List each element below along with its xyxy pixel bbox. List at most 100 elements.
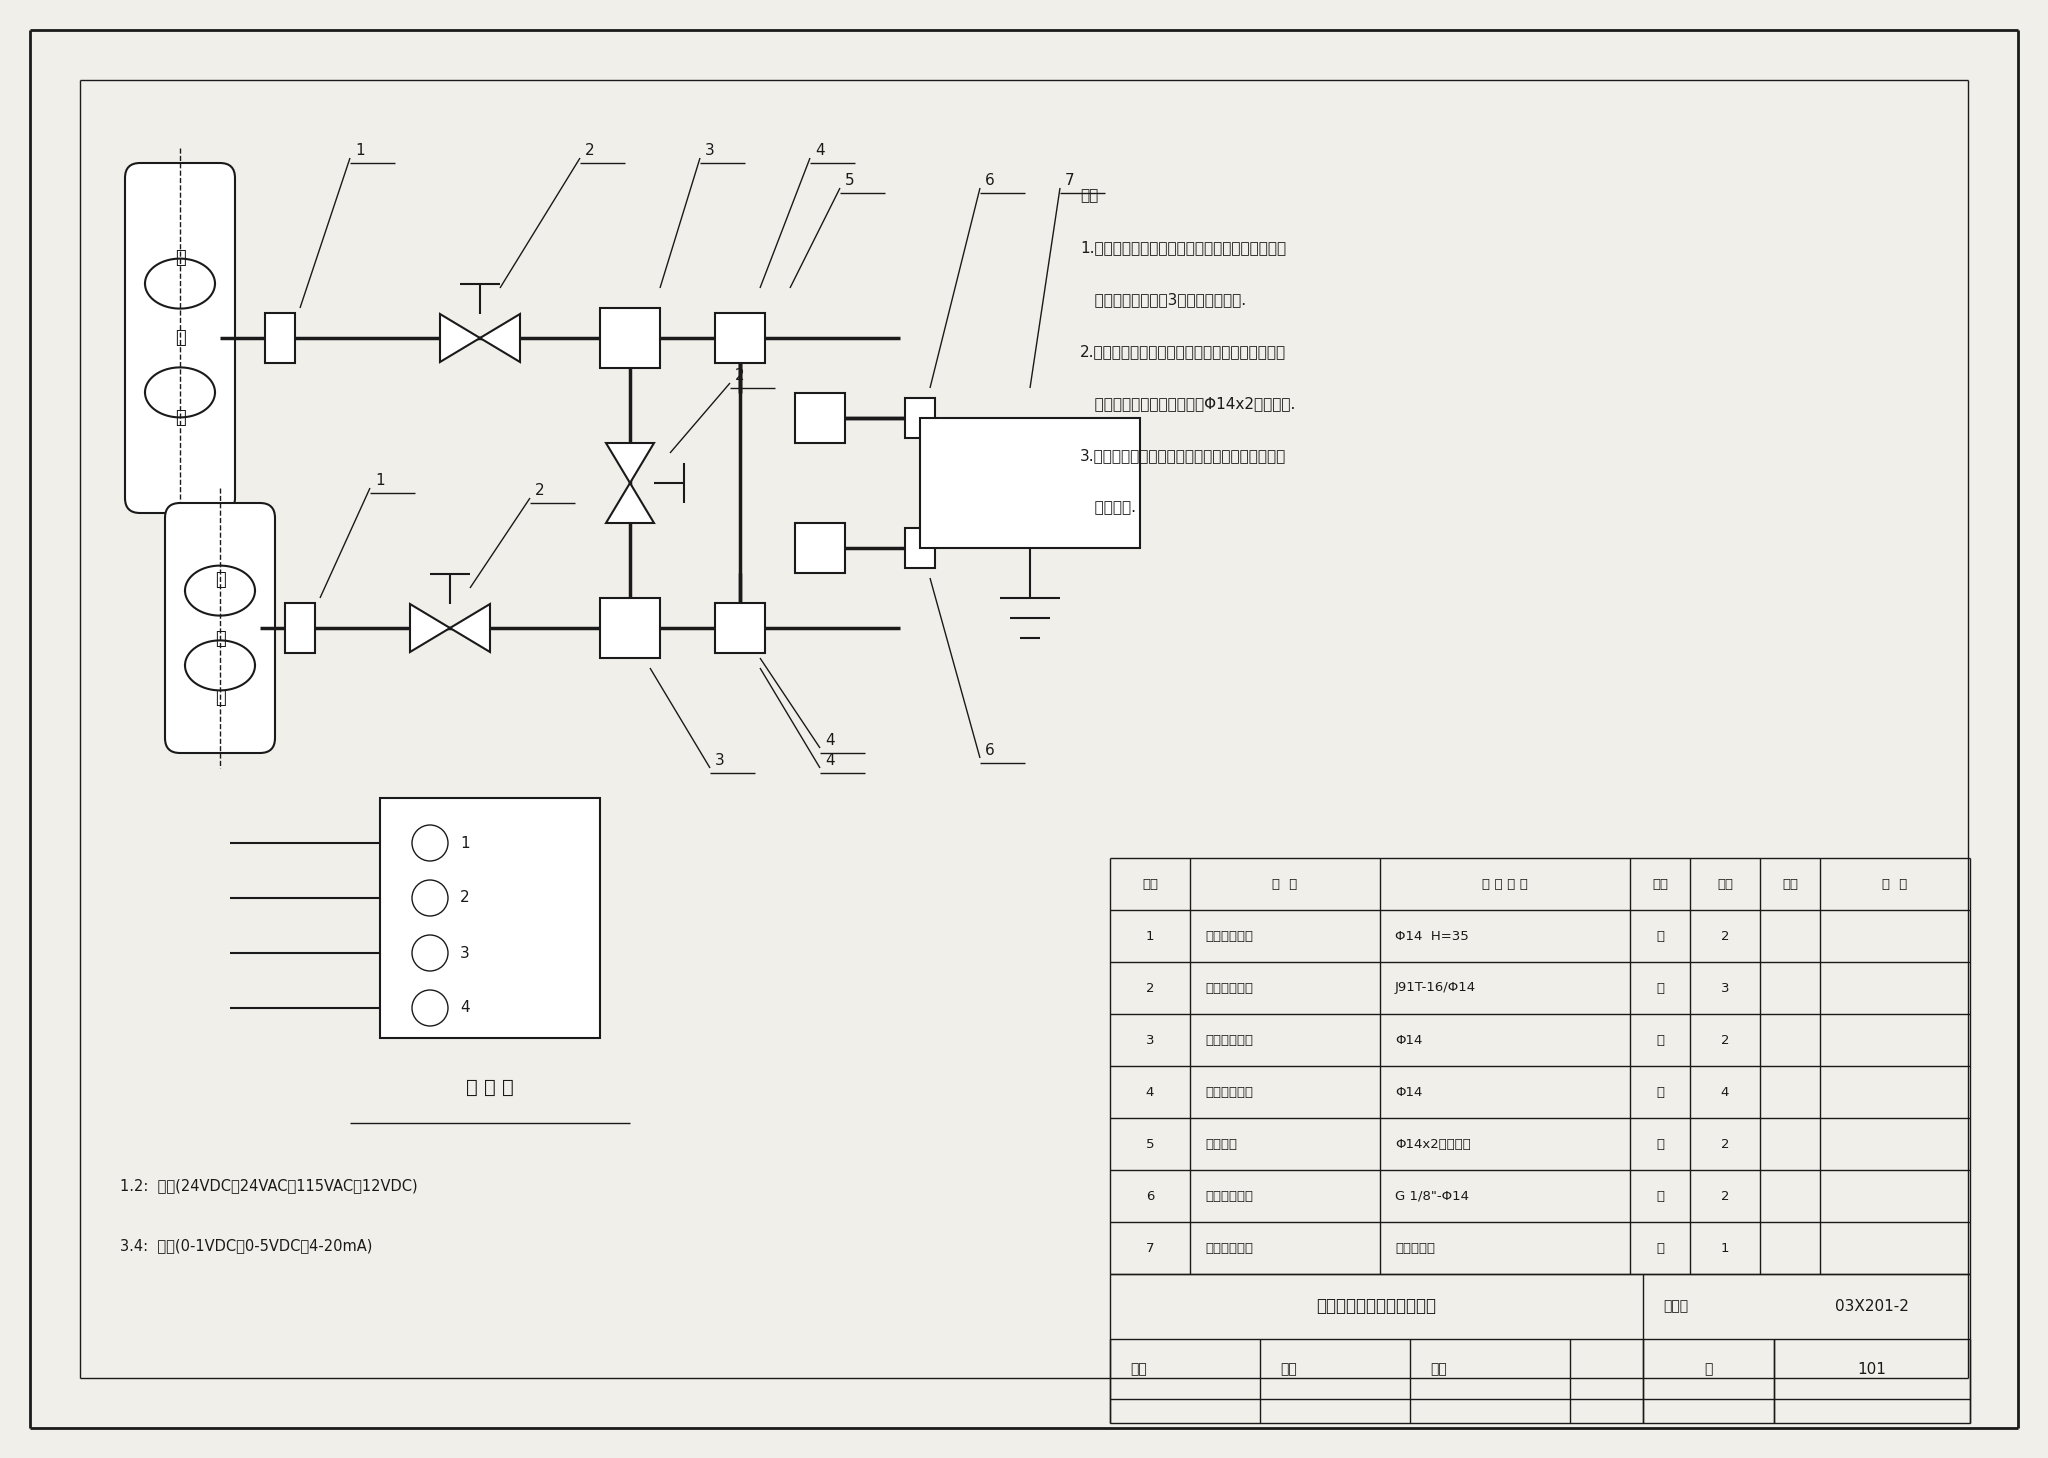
Text: 1: 1 (375, 472, 385, 488)
FancyBboxPatch shape (125, 163, 236, 513)
Text: 2: 2 (1720, 1190, 1729, 1203)
Text: 连接钢管: 连接钢管 (1204, 1137, 1237, 1150)
Text: 6: 6 (985, 174, 995, 188)
Text: 出: 出 (174, 249, 186, 267)
Text: 个: 个 (1657, 981, 1663, 994)
Bar (905, 528, 936, 569)
Text: 的支架上.: 的支架上. (1079, 500, 1137, 515)
Text: 静压差传感器: 静压差传感器 (1204, 1242, 1253, 1254)
Text: 型 号 规 格: 型 号 规 格 (1483, 878, 1528, 891)
Text: Φ14: Φ14 (1395, 1034, 1423, 1047)
Bar (795, 394, 846, 443)
Text: 图集号: 图集号 (1663, 1299, 1688, 1314)
Text: 2: 2 (461, 891, 469, 905)
Text: J91T-16/Φ14: J91T-16/Φ14 (1395, 981, 1477, 994)
Text: 采用卡套连接，连接钢管用Φ14x2无缝钢管.: 采用卡套连接，连接钢管用Φ14x2无缝钢管. (1079, 397, 1296, 411)
Text: 6: 6 (1145, 1190, 1155, 1203)
Text: 3: 3 (1145, 1034, 1155, 1047)
Text: 序号: 序号 (1143, 878, 1157, 891)
Text: Φ14x2无缝钢管: Φ14x2无缝钢管 (1395, 1137, 1470, 1150)
Text: 卡套式截止阀: 卡套式截止阀 (1204, 981, 1253, 994)
Text: 套: 套 (1657, 1242, 1663, 1254)
Text: 3: 3 (461, 945, 469, 961)
Bar (285, 604, 315, 653)
Text: 1: 1 (461, 835, 469, 850)
Bar (905, 398, 936, 437)
Polygon shape (440, 313, 479, 362)
Text: 3: 3 (705, 143, 715, 157)
Text: 个: 个 (1657, 1086, 1663, 1098)
Text: 回: 回 (215, 570, 225, 589)
Text: 1.2:  电源(24VDC，24VAC，115VAC，12VDC): 1.2: 电源(24VDC，24VAC，115VAC，12VDC) (121, 1178, 418, 1193)
Text: 页次: 页次 (1782, 878, 1798, 891)
Bar (381, 798, 600, 1038)
Text: 4: 4 (1145, 1086, 1155, 1098)
Text: 接 线 图: 接 线 图 (467, 1077, 514, 1096)
Text: 2: 2 (735, 367, 745, 383)
Text: 2: 2 (1720, 1034, 1729, 1047)
Text: 设计: 设计 (1430, 1362, 1446, 1376)
Text: 焊接终端接头: 焊接终端接头 (1204, 930, 1253, 942)
Text: 4: 4 (815, 143, 825, 157)
Text: 4: 4 (1720, 1086, 1729, 1098)
Text: Φ14: Φ14 (1395, 1086, 1423, 1098)
Text: Φ14  H=35: Φ14 H=35 (1395, 930, 1468, 942)
Text: 个: 个 (1657, 1034, 1663, 1047)
Text: 2: 2 (1720, 1137, 1729, 1150)
Bar (715, 604, 766, 653)
Bar (795, 523, 846, 573)
Text: 2: 2 (1720, 930, 1729, 942)
Text: 注：: 注： (1079, 188, 1098, 203)
Polygon shape (606, 443, 653, 483)
Polygon shape (410, 604, 451, 652)
Text: 校对: 校对 (1280, 1362, 1296, 1376)
Text: 1: 1 (1145, 930, 1155, 942)
Text: 根: 根 (1657, 1137, 1663, 1150)
Text: 管: 管 (215, 690, 225, 707)
Text: 备  注: 备 注 (1882, 878, 1907, 891)
Polygon shape (479, 313, 520, 362)
Text: 101: 101 (1858, 1362, 1886, 1376)
Text: 4: 4 (825, 752, 836, 768)
Text: 审核: 审核 (1130, 1362, 1147, 1376)
Text: 三通中间接头: 三通中间接头 (1204, 1034, 1253, 1047)
Bar (600, 598, 659, 658)
Text: 页: 页 (1704, 1362, 1712, 1376)
Text: 水: 水 (174, 330, 186, 347)
Text: 3.连接钢管必须用支架固定，传感器安装在无振动: 3.连接钢管必须用支架固定，传感器安装在无振动 (1079, 448, 1286, 464)
Text: 4: 4 (825, 733, 836, 748)
Text: 7: 7 (1065, 174, 1075, 188)
Text: 弯通中间接头: 弯通中间接头 (1204, 1086, 1253, 1098)
Text: 2: 2 (535, 483, 545, 499)
Text: 03X201-2: 03X201-2 (1835, 1299, 1909, 1314)
Bar (600, 308, 659, 367)
Text: 5: 5 (846, 174, 854, 188)
FancyBboxPatch shape (166, 503, 274, 752)
Text: 个: 个 (1657, 1190, 1663, 1203)
Text: 个: 个 (1657, 930, 1663, 942)
Polygon shape (451, 604, 489, 652)
Text: 2.除与工艺管道焊接和与传感器螺纹连接外，全部: 2.除与工艺管道焊接和与传感器螺纹连接外，全部 (1079, 344, 1286, 359)
Text: 1.焊接终端接头安装在工艺管道直线段上，离阀门: 1.焊接终端接头安装在工艺管道直线段上，离阀门 (1079, 241, 1286, 255)
Bar (264, 313, 295, 363)
Text: 3: 3 (1720, 981, 1729, 994)
Text: 名  称: 名 称 (1272, 878, 1298, 891)
Text: 2: 2 (1145, 981, 1155, 994)
Text: 单位: 单位 (1653, 878, 1667, 891)
Text: 和弯头距离不小于3倍工艺管道直径.: 和弯头距离不小于3倍工艺管道直径. (1079, 292, 1245, 308)
Bar (715, 313, 766, 363)
Text: 2: 2 (586, 143, 594, 157)
Text: 管: 管 (174, 410, 186, 427)
Text: 直通终端接头: 直通终端接头 (1204, 1190, 1253, 1203)
Text: 3: 3 (715, 752, 725, 768)
Text: 见工程设计: 见工程设计 (1395, 1242, 1436, 1254)
Text: 3.4:  信号(0-1VDC，0-5VDC，4-20mA): 3.4: 信号(0-1VDC，0-5VDC，4-20mA) (121, 1238, 373, 1252)
Text: 1: 1 (354, 143, 365, 157)
Text: 5: 5 (1145, 1137, 1155, 1150)
Text: 水: 水 (215, 630, 225, 647)
Text: G 1/8"-Φ14: G 1/8"-Φ14 (1395, 1190, 1468, 1203)
Text: 数量: 数量 (1716, 878, 1733, 891)
Text: 4: 4 (461, 1000, 469, 1016)
Text: 水静压差传感器安装（一）: 水静压差传感器安装（一） (1317, 1298, 1436, 1315)
Bar (920, 418, 1141, 548)
